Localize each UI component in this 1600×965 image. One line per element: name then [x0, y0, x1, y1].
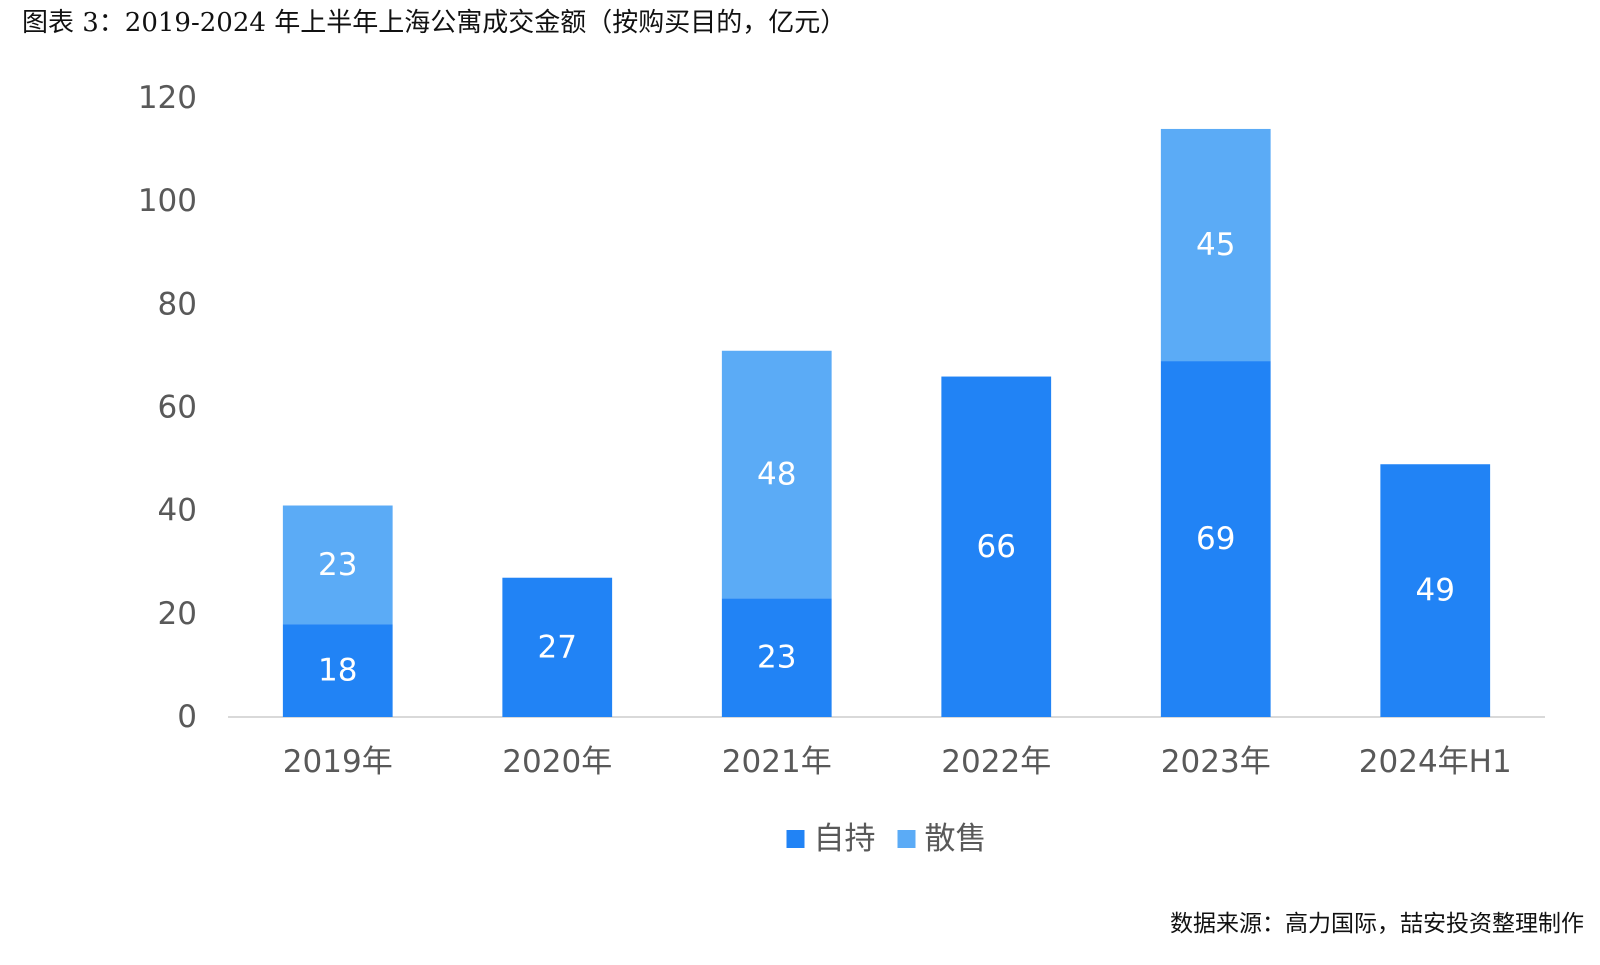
x-tick-label: 2020年 — [502, 744, 612, 780]
source-note: 数据来源：高力国际，喆安投资整理制作 — [1170, 911, 1584, 937]
y-tick-label: 60 — [158, 390, 197, 426]
data-label: 27 — [538, 629, 577, 665]
x-tick-label: 2023年 — [1161, 744, 1271, 780]
data-label: 66 — [977, 529, 1016, 565]
y-tick-label: 80 — [158, 286, 197, 322]
x-tick-label: 2021年 — [722, 744, 832, 780]
bar-segment — [282, 624, 393, 717]
data-label: 48 — [757, 457, 796, 493]
x-tick-label: 2019年 — [283, 744, 393, 780]
y-tick-label: 120 — [138, 80, 197, 116]
data-label: 23 — [318, 547, 357, 583]
legend: 自持 散售 — [786, 821, 987, 857]
data-label: 49 — [1416, 573, 1455, 609]
data-label: 18 — [318, 653, 357, 689]
bar-segment — [721, 350, 832, 599]
y-tick-label: 100 — [138, 183, 197, 219]
bar-segment — [721, 598, 832, 717]
x-axis: 2019年 2020年 2021年 2022年 2023年 2024年H1 — [283, 744, 1512, 780]
bar-segment — [941, 376, 1052, 717]
data-label: 69 — [1196, 521, 1235, 557]
bar-segment — [282, 505, 393, 625]
x-tick-label: 2024年H1 — [1359, 744, 1512, 780]
legend-swatch — [786, 830, 805, 848]
bars — [282, 128, 1491, 717]
data-label: 23 — [757, 640, 796, 676]
data-labels: 18 23 27 23 48 66 69 45 49 — [318, 227, 1455, 689]
data-label: 45 — [1196, 227, 1235, 263]
bar-segment — [502, 577, 613, 717]
legend-swatch — [897, 830, 916, 848]
legend-label: 自持 — [814, 821, 876, 857]
x-tick-label: 2022年 — [941, 744, 1051, 780]
bar-segment — [1160, 361, 1271, 717]
bar-segment — [1380, 464, 1491, 717]
y-tick-label: 40 — [158, 493, 197, 529]
legend-item: 散售 — [897, 821, 987, 857]
legend-item: 自持 — [786, 821, 876, 857]
chart-title: 图表 3：2019-2024 年上半年上海公寓成交金额（按购买目的，亿元） — [22, 8, 847, 38]
y-axis: 0 20 40 60 80 100 120 — [138, 80, 197, 735]
legend-label: 散售 — [925, 821, 987, 857]
y-tick-label: 0 — [177, 699, 197, 735]
bar-segment — [1160, 128, 1271, 362]
y-tick-label: 20 — [158, 596, 197, 632]
